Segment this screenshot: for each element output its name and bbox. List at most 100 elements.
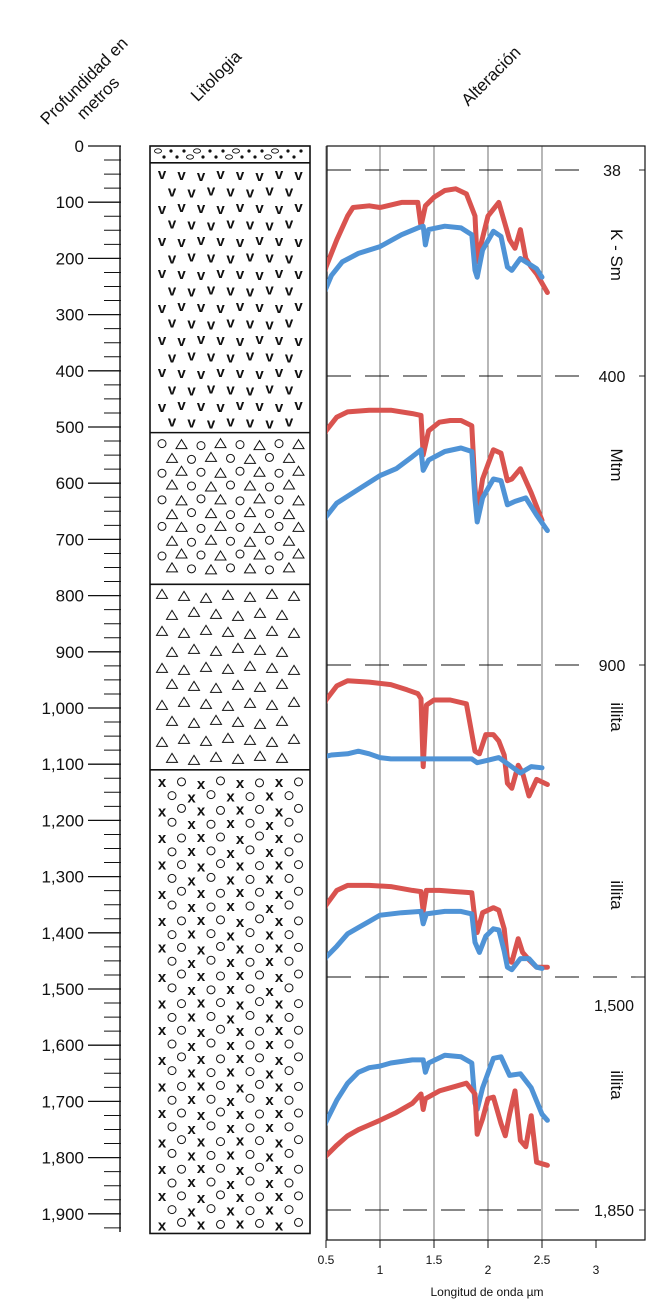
v-symbol: v (285, 183, 294, 200)
x-symbol: x (197, 941, 206, 958)
x-symbol: x (187, 955, 196, 972)
circle-symbol (284, 1066, 294, 1076)
circle-symbol (157, 551, 167, 561)
triangle-symbol (155, 588, 169, 599)
circle-symbol (177, 916, 186, 926)
depth-tick-label: 300 (56, 306, 84, 325)
x-symbol: x (187, 1038, 196, 1055)
v-symbol: v (187, 283, 196, 300)
triangle-symbol (187, 643, 201, 654)
gravel-dot (247, 149, 251, 153)
lithology-unit-triangle-circle (150, 431, 310, 575)
gravel-dot (182, 149, 186, 153)
x-symbol: x (275, 886, 284, 903)
x-symbol: x (187, 899, 196, 916)
v-symbol: v (226, 381, 235, 398)
x-symbol: x (158, 1135, 167, 1152)
v-symbol: v (216, 332, 225, 349)
circle-symbol (226, 510, 235, 520)
circle-symbol (284, 873, 294, 883)
v-symbol: v (285, 381, 294, 398)
v-symbol: v (187, 315, 196, 332)
v-symbol: v (265, 217, 274, 234)
v-symbol: v (255, 299, 264, 316)
triangle-symbol (265, 625, 279, 636)
gravel-dot (208, 149, 212, 153)
circle-symbol (294, 1164, 303, 1174)
triangle-symbol (204, 451, 218, 462)
mineral-label: illita (607, 880, 626, 910)
x-symbol: x (187, 982, 196, 999)
circle-symbol (274, 551, 284, 561)
circle-symbol (157, 468, 167, 478)
v-symbol: v (255, 168, 264, 185)
depth-tick-label: 700 (56, 530, 84, 549)
triangle-symbol (155, 662, 169, 673)
circle-symbol (216, 1054, 225, 1064)
lithology-unit-triangle (150, 583, 310, 765)
triangle-symbol (221, 732, 235, 743)
x-symbol: x (275, 1052, 284, 1069)
x-symbol: x (236, 1189, 245, 1206)
v-symbol: v (285, 314, 294, 331)
triangle-symbol (253, 718, 267, 729)
circle-symbol (294, 1052, 303, 1062)
red-spectrum-line (327, 882, 550, 970)
triangle-symbol (231, 716, 245, 727)
circle-symbol (294, 833, 303, 843)
triangle-symbol (214, 467, 227, 478)
triangle-symbol (253, 522, 266, 533)
v-symbol: v (265, 316, 274, 333)
circle-symbol (245, 901, 255, 911)
zone-label-bg (591, 993, 639, 1017)
v-symbol: v (236, 397, 245, 414)
triangle-symbol (292, 521, 305, 532)
circle-symbol (167, 1148, 177, 1158)
zone-label-bg (591, 158, 639, 182)
x-symbol: x (187, 1065, 196, 1082)
circle-symbol (177, 1052, 186, 1062)
zone-label-bg (591, 1198, 639, 1222)
v-symbol: v (177, 365, 186, 382)
circle-symbol (216, 859, 225, 869)
blue-spectrum-line (327, 748, 545, 776)
triangle-symbol (282, 535, 296, 546)
circle-symbol (206, 1068, 216, 1078)
triangle-symbol (165, 508, 179, 520)
v-symbol: v (294, 266, 303, 283)
v-symbol: v (207, 217, 216, 234)
circle-symbol (255, 1109, 264, 1119)
circle-symbol (255, 1136, 264, 1146)
circle-symbol (255, 1192, 264, 1202)
circle-symbol (206, 1094, 216, 1104)
circle-symbol (177, 803, 186, 813)
circle-symbol (265, 452, 274, 462)
x-symbol: x (187, 1121, 196, 1138)
gravel-dot (162, 155, 166, 159)
circle-symbol (216, 941, 225, 951)
triangle-symbol (243, 562, 257, 574)
v-symbol: v (285, 250, 294, 267)
v-symbol: v (226, 314, 235, 331)
zone-label-bg (591, 364, 639, 388)
circle-symbol (284, 1012, 294, 1022)
x-symbol: x (158, 969, 167, 986)
x-symbol: x (226, 815, 235, 832)
x-symbol: x (236, 1162, 245, 1179)
zone-boundary-label: 1,500 (594, 998, 634, 1015)
triangle-symbol (253, 549, 266, 560)
triangle-symbol (253, 750, 267, 761)
triangle-symbol (177, 590, 191, 601)
v-symbol: v (275, 166, 284, 183)
v-symbol: v (265, 380, 274, 397)
circle-symbol (167, 1066, 177, 1076)
circle-symbol (235, 466, 245, 476)
circle-symbol (226, 453, 235, 463)
v-symbol: v (207, 281, 216, 298)
x-symbol: x (265, 1009, 274, 1026)
v-symbol: v (187, 248, 196, 265)
circle-symbol (284, 930, 294, 940)
triangle-symbol (275, 646, 289, 657)
x-symbol: x (275, 1135, 284, 1152)
triangle-symbol (187, 754, 201, 765)
